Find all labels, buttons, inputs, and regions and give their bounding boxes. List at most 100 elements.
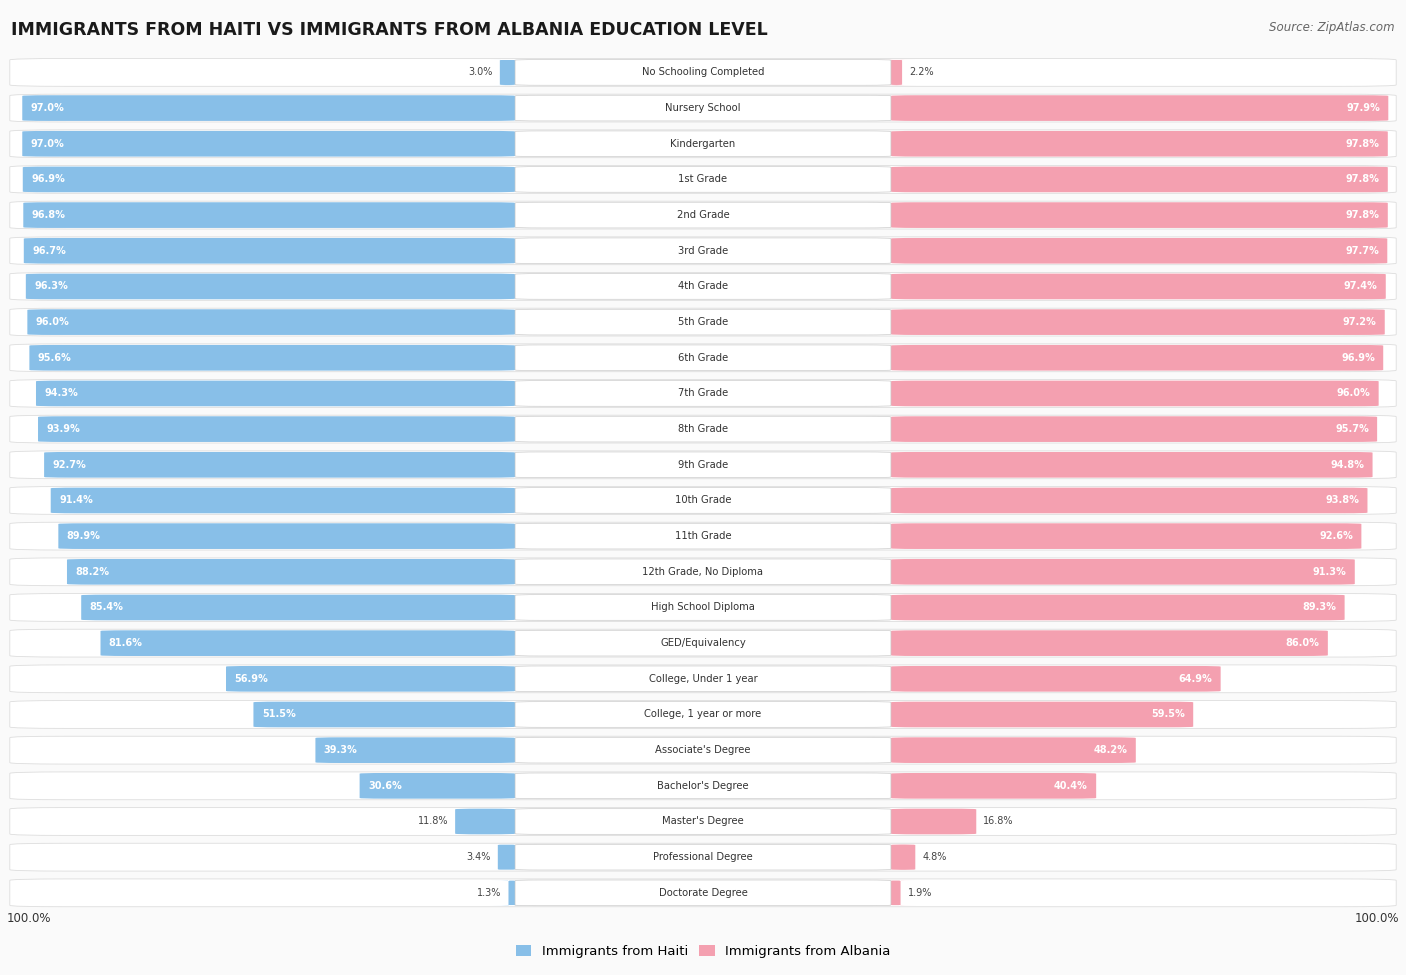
FancyBboxPatch shape [891,773,1097,799]
FancyBboxPatch shape [891,416,1376,442]
Text: 93.8%: 93.8% [1326,495,1360,505]
Text: 8th Grade: 8th Grade [678,424,728,434]
Text: 96.9%: 96.9% [31,175,65,184]
FancyBboxPatch shape [515,880,891,906]
FancyBboxPatch shape [515,844,891,870]
Text: Associate's Degree: Associate's Degree [655,745,751,756]
Text: Master's Degree: Master's Degree [662,816,744,827]
Text: 30.6%: 30.6% [368,781,402,791]
FancyBboxPatch shape [515,702,891,727]
Text: 12th Grade, No Diploma: 12th Grade, No Diploma [643,566,763,577]
FancyBboxPatch shape [10,843,1396,871]
FancyBboxPatch shape [515,309,891,335]
Text: 94.8%: 94.8% [1330,460,1364,470]
FancyBboxPatch shape [10,166,1396,193]
Text: 96.7%: 96.7% [32,246,66,255]
FancyBboxPatch shape [890,844,915,870]
Text: 85.4%: 85.4% [90,603,124,612]
Text: 97.8%: 97.8% [1346,175,1379,184]
FancyBboxPatch shape [891,345,1384,370]
FancyBboxPatch shape [876,880,915,906]
Text: 96.8%: 96.8% [32,210,66,220]
FancyBboxPatch shape [10,201,1396,229]
Text: College, Under 1 year: College, Under 1 year [648,674,758,683]
FancyBboxPatch shape [24,202,515,228]
Text: 11.8%: 11.8% [418,816,449,827]
Text: 81.6%: 81.6% [108,639,143,648]
FancyBboxPatch shape [891,452,1372,478]
Text: 56.9%: 56.9% [235,674,269,683]
FancyBboxPatch shape [10,308,1396,336]
FancyBboxPatch shape [891,238,1388,263]
FancyBboxPatch shape [515,238,891,263]
FancyBboxPatch shape [515,202,891,228]
Text: 97.2%: 97.2% [1343,317,1376,327]
Text: 4th Grade: 4th Grade [678,282,728,292]
FancyBboxPatch shape [515,416,891,442]
Text: 10th Grade: 10th Grade [675,495,731,505]
FancyBboxPatch shape [10,130,1396,158]
Text: 16.8%: 16.8% [983,816,1014,827]
FancyBboxPatch shape [456,808,515,835]
FancyBboxPatch shape [10,415,1396,443]
FancyBboxPatch shape [515,488,891,513]
Text: 48.2%: 48.2% [1094,745,1128,756]
Text: 94.3%: 94.3% [45,388,79,399]
Text: 51.5%: 51.5% [262,710,295,720]
Text: 11th Grade: 11th Grade [675,531,731,541]
FancyBboxPatch shape [515,452,891,478]
FancyBboxPatch shape [10,736,1396,764]
Text: 100.0%: 100.0% [1354,912,1399,925]
FancyBboxPatch shape [360,773,515,799]
Text: Bachelor's Degree: Bachelor's Degree [657,781,749,791]
Text: 91.3%: 91.3% [1313,566,1347,577]
FancyBboxPatch shape [10,95,1396,122]
Text: 2.2%: 2.2% [910,67,934,77]
FancyBboxPatch shape [891,309,1385,335]
Text: IMMIGRANTS FROM HAITI VS IMMIGRANTS FROM ALBANIA EDUCATION LEVEL: IMMIGRANTS FROM HAITI VS IMMIGRANTS FROM… [11,21,768,39]
FancyBboxPatch shape [891,96,1388,121]
Text: 1.9%: 1.9% [907,888,932,898]
FancyBboxPatch shape [515,131,891,157]
FancyBboxPatch shape [10,379,1396,408]
FancyBboxPatch shape [891,524,1361,549]
FancyBboxPatch shape [891,167,1388,192]
FancyBboxPatch shape [10,665,1396,692]
Text: 59.5%: 59.5% [1152,710,1185,720]
Text: 7th Grade: 7th Grade [678,388,728,399]
Text: Kindergarten: Kindergarten [671,138,735,149]
Text: 40.4%: 40.4% [1054,781,1088,791]
Text: 96.3%: 96.3% [34,282,67,292]
FancyBboxPatch shape [22,96,515,121]
FancyBboxPatch shape [10,344,1396,371]
Text: High School Diploma: High School Diploma [651,603,755,612]
FancyBboxPatch shape [10,878,1396,907]
FancyBboxPatch shape [10,701,1396,728]
Text: 1.3%: 1.3% [477,888,502,898]
Text: GED/Equivalency: GED/Equivalency [661,639,745,648]
Text: Nursery School: Nursery School [665,103,741,113]
FancyBboxPatch shape [515,524,891,549]
Text: 100.0%: 100.0% [7,912,52,925]
Text: 39.3%: 39.3% [323,745,357,756]
Text: 97.0%: 97.0% [31,138,65,149]
FancyBboxPatch shape [37,380,515,407]
FancyBboxPatch shape [515,595,891,620]
FancyBboxPatch shape [10,558,1396,586]
Text: 4.8%: 4.8% [922,852,946,862]
Text: 97.9%: 97.9% [1346,103,1379,113]
FancyBboxPatch shape [253,702,515,727]
FancyBboxPatch shape [30,345,515,370]
FancyBboxPatch shape [891,666,1220,691]
Text: Professional Degree: Professional Degree [654,852,752,862]
FancyBboxPatch shape [515,274,891,299]
FancyBboxPatch shape [515,630,891,656]
FancyBboxPatch shape [51,488,515,513]
FancyBboxPatch shape [10,58,1396,87]
FancyBboxPatch shape [891,737,1136,763]
Text: Source: ZipAtlas.com: Source: ZipAtlas.com [1270,21,1395,34]
FancyBboxPatch shape [315,737,515,763]
FancyBboxPatch shape [226,666,515,691]
FancyBboxPatch shape [891,488,1368,513]
Text: 97.0%: 97.0% [31,103,65,113]
